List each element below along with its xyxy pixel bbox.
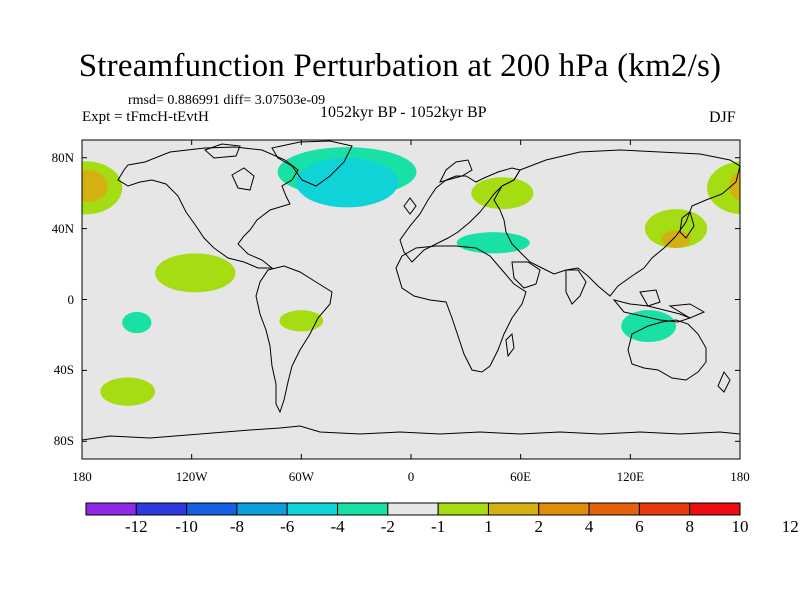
lon-tick-label: 60E xyxy=(510,469,532,484)
lon-tick-label: 180 xyxy=(730,469,750,484)
colorbar-swatch xyxy=(387,502,439,516)
lat-tick-label: 40N xyxy=(51,220,74,236)
lat-tick-label: 40S xyxy=(53,362,74,378)
stats-text: rmsd= 0.886991 diff= 3.07503e-09 xyxy=(128,93,326,108)
colorbar-label: 4 xyxy=(584,517,594,536)
coast-new-zealand xyxy=(717,371,731,393)
coast-japan xyxy=(679,211,695,239)
coast-asia xyxy=(493,149,740,297)
coast-south-america xyxy=(255,265,333,414)
colorbar-label: -8 xyxy=(229,517,244,536)
contour-central-pacific-negative xyxy=(122,311,152,334)
colorbar-label: -2 xyxy=(380,517,395,536)
lon-tick-label: 0 xyxy=(407,469,415,484)
colorbar-swatch xyxy=(638,502,691,516)
colorbar-swatch xyxy=(337,502,389,516)
colorbar-swatch xyxy=(588,502,640,516)
coast-arabia xyxy=(511,261,541,289)
colorbar-swatch xyxy=(286,502,339,516)
contour-north-pacific-positive-west xyxy=(707,161,740,215)
experiment-label: Expt = tFmcH-tEvtH xyxy=(82,109,209,125)
lat-tick-label: 80S xyxy=(53,433,74,449)
colorbar-label: -10 xyxy=(175,517,198,536)
contour-japan-positive xyxy=(0,209,49,248)
coast-europe xyxy=(399,167,521,263)
season-label: DJF xyxy=(709,109,736,126)
colorbar-label: 10 xyxy=(731,517,749,536)
colorbar-swatch xyxy=(538,502,590,516)
coast-arctic-islands xyxy=(204,143,241,159)
colorbar-label: -6 xyxy=(280,517,295,536)
coast-borneo xyxy=(639,289,661,307)
colorbar-swatch xyxy=(186,502,238,516)
map-background xyxy=(82,140,740,459)
coast-africa xyxy=(395,245,527,373)
lon-tick-label: 120E xyxy=(616,469,645,484)
coastlines xyxy=(82,140,740,441)
contour-south-atlantic-positive xyxy=(279,310,324,332)
coast-scandinavia xyxy=(439,159,473,183)
lon-tick-label: 120W xyxy=(175,469,208,484)
contour-japan-positive-core xyxy=(661,230,691,249)
colorbar-swatch xyxy=(437,502,489,516)
coast-hudson-bay xyxy=(231,167,255,191)
contour-maritime-continent-negative xyxy=(0,310,18,342)
coast-india xyxy=(565,269,587,305)
lat-tick-label: 0 xyxy=(67,291,75,307)
contour-greenland-negative-core xyxy=(295,157,399,208)
colorbar-swatch xyxy=(135,502,188,516)
colorbar-swatch xyxy=(236,502,288,516)
contour-europe-positive xyxy=(471,177,534,210)
contour-north-pacific-positive-west-core xyxy=(82,170,108,203)
contour-south-pacific-positive xyxy=(758,377,800,405)
colorbar-swatch xyxy=(689,502,741,516)
colorbar-label: 2 xyxy=(534,517,544,536)
coast-new-guinea xyxy=(668,303,706,319)
colorbar-label: 12 xyxy=(781,517,799,536)
coast-british-isles xyxy=(403,197,417,215)
colorbar-label: -4 xyxy=(330,517,345,536)
lon-tick-label: 60W xyxy=(288,469,314,484)
period-label: 1052kyr BP - 1052kyr BP xyxy=(320,104,487,121)
lon-tick-label: 180 xyxy=(72,469,92,484)
contour-east-pacific-positive xyxy=(155,253,236,293)
lat-tick-label: 80N xyxy=(51,149,74,165)
axis-ticks xyxy=(81,140,741,459)
contour-north-pacific-positive-west-core xyxy=(729,171,740,201)
chart-title: Streamfunction Perturbation at 200 hPa (… xyxy=(78,48,722,84)
contour-south-pacific-positive xyxy=(100,377,156,406)
colorbar-label: 1 xyxy=(484,517,493,536)
colorbar xyxy=(85,502,741,516)
coast-greenland xyxy=(271,140,353,187)
colorbar-label: -12 xyxy=(124,517,148,536)
colorbar-label: 8 xyxy=(685,517,694,536)
coast-madagascar xyxy=(505,332,515,358)
colorbar-swatch xyxy=(85,502,137,516)
colorbar-swatch xyxy=(487,502,540,516)
coast-australia xyxy=(627,319,707,381)
colorbar-label: -1 xyxy=(431,517,446,536)
contour-japan-positive-core xyxy=(3,230,32,248)
colorbar-label: 6 xyxy=(635,517,644,536)
coast-antarctica xyxy=(82,425,740,441)
contour-central-pacific-negative xyxy=(780,312,800,333)
